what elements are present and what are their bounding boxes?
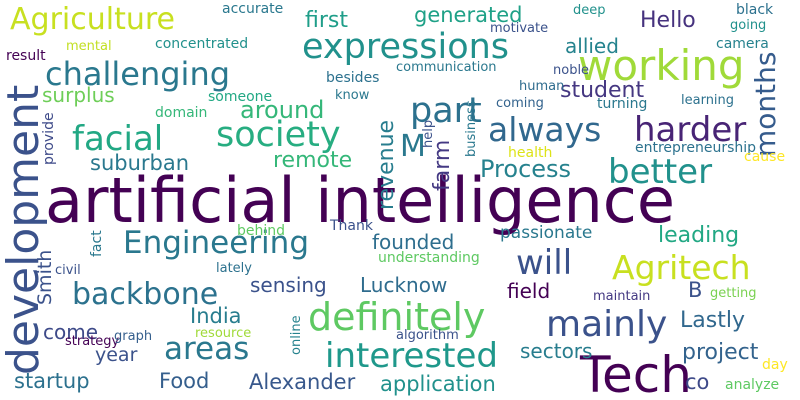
word-always: always bbox=[488, 110, 602, 149]
word-definitely: definitely bbox=[308, 295, 486, 339]
word-concentrated: concentrated bbox=[155, 36, 249, 52]
word-lucknow: Lucknow bbox=[360, 273, 448, 297]
word-will: will bbox=[516, 243, 573, 283]
word-m: M bbox=[400, 129, 426, 164]
word-lastly: Lastly bbox=[680, 308, 745, 333]
word-field: field bbox=[507, 279, 551, 303]
word-human: human bbox=[519, 79, 565, 94]
word-working: working bbox=[578, 41, 745, 90]
word-civil: civil bbox=[55, 263, 81, 278]
word-challenging: challenging bbox=[45, 55, 231, 93]
word-generated: generated bbox=[414, 3, 523, 27]
word-sectors: sectors bbox=[520, 339, 593, 363]
word-graph: graph bbox=[114, 329, 153, 344]
word-getting: getting bbox=[710, 286, 757, 301]
word-behind: behind bbox=[237, 223, 286, 239]
word-online: online bbox=[289, 315, 304, 355]
word-smith: Smith bbox=[34, 250, 56, 306]
word-passionate: passionate bbox=[500, 223, 593, 243]
word-suburban: suburban bbox=[90, 151, 190, 175]
word-result: result bbox=[6, 48, 46, 64]
word-revenue: revenue bbox=[374, 120, 399, 211]
word-expressions: expressions bbox=[302, 27, 510, 67]
word-application: application bbox=[380, 372, 496, 396]
word-startup: startup bbox=[14, 369, 90, 393]
word-backbone: backbone bbox=[72, 277, 219, 312]
word-leading: leading bbox=[658, 223, 740, 248]
word-fact: fact bbox=[89, 230, 105, 257]
word-thank: Thank bbox=[330, 218, 373, 234]
word-facial: facial bbox=[72, 119, 164, 159]
word-know: know bbox=[335, 88, 370, 103]
word-mental: mental bbox=[66, 39, 112, 54]
word-come: come bbox=[43, 320, 99, 344]
word-strategy: strategy bbox=[65, 334, 120, 349]
word-provide: provide bbox=[41, 112, 57, 165]
word-part: part bbox=[410, 91, 482, 131]
word-help: help bbox=[421, 120, 436, 149]
word-harder: harder bbox=[634, 110, 747, 150]
word-society: society bbox=[216, 115, 341, 155]
word-areas: areas bbox=[164, 331, 250, 367]
word-india: India bbox=[190, 304, 242, 328]
word-day: day bbox=[762, 357, 788, 373]
word-b: B bbox=[688, 278, 703, 302]
word-black: black bbox=[736, 2, 774, 18]
word-hello: Hello bbox=[640, 8, 696, 33]
word-cause: cause bbox=[744, 149, 786, 165]
word-going: going bbox=[730, 18, 767, 33]
word-health: health bbox=[508, 145, 553, 161]
word-lately: lately bbox=[216, 261, 252, 276]
word-agriculture: Agriculture bbox=[10, 2, 175, 37]
word-camera: camera bbox=[716, 36, 769, 52]
word-alexander: Alexander bbox=[249, 370, 356, 394]
word-algorithm: algorithm bbox=[396, 328, 459, 343]
word-entrepreneurship: entrepreneurship bbox=[635, 140, 757, 156]
word-noble: noble bbox=[553, 63, 590, 78]
word-motivate: motivate bbox=[490, 21, 549, 36]
word-student: student bbox=[560, 78, 645, 103]
word-resource: resource bbox=[195, 326, 252, 341]
word-process: Process bbox=[480, 155, 572, 183]
word-project: project bbox=[682, 340, 759, 365]
word-mainly: mainly bbox=[546, 304, 668, 345]
word-learning: learning bbox=[681, 93, 735, 108]
word-food: Food bbox=[159, 369, 210, 393]
word-agritech: Agritech bbox=[612, 248, 751, 287]
word-artificial-intelligence: artificial intelligence bbox=[45, 164, 675, 237]
word-remote: remote bbox=[273, 148, 353, 173]
word-first: first bbox=[305, 8, 348, 33]
word-turning: turning bbox=[597, 96, 648, 112]
word-surplus: surplus bbox=[42, 83, 115, 107]
word-sensing: sensing bbox=[250, 273, 327, 297]
word-better: better bbox=[608, 152, 713, 192]
word-domain: domain bbox=[155, 105, 208, 121]
word-around: around bbox=[240, 96, 325, 124]
word-deep: deep bbox=[573, 3, 606, 18]
word-co: co bbox=[685, 370, 710, 394]
word-year: year bbox=[95, 344, 138, 366]
word-maintain: maintain bbox=[593, 289, 651, 304]
word-communication: communication bbox=[396, 60, 497, 75]
word-engineering: Engineering bbox=[123, 225, 309, 261]
word-allied: allied bbox=[565, 34, 619, 58]
word-someone: someone bbox=[208, 89, 273, 105]
word-besides: besides bbox=[326, 70, 380, 86]
word-analyze: analyze bbox=[725, 377, 780, 393]
word-understanding: understanding bbox=[378, 250, 480, 266]
word-development: development bbox=[0, 85, 49, 376]
word-interested: interested bbox=[325, 336, 498, 376]
word-tech: Tech bbox=[580, 346, 692, 400]
word-months: months bbox=[749, 52, 782, 158]
word-accurate: accurate bbox=[222, 1, 284, 17]
word-coming: coming bbox=[496, 96, 544, 111]
word-founded: founded bbox=[372, 230, 455, 254]
word-business: business bbox=[464, 100, 479, 157]
